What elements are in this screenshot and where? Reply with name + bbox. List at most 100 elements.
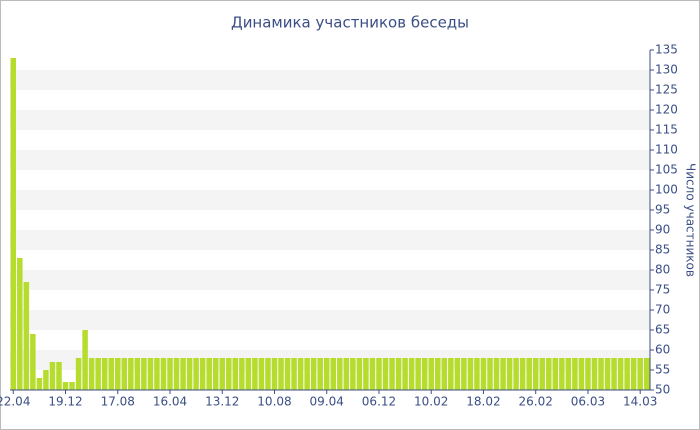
bar bbox=[17, 258, 23, 390]
bar bbox=[232, 358, 239, 390]
x-tick-label: 13.12 bbox=[205, 395, 239, 409]
bar bbox=[382, 358, 389, 390]
bar bbox=[30, 334, 36, 390]
y-tick-label: 110 bbox=[655, 143, 678, 157]
grid-band bbox=[10, 230, 650, 250]
grid-band bbox=[10, 270, 650, 290]
bar bbox=[637, 358, 643, 390]
bar bbox=[108, 358, 114, 390]
y-tick-label: 75 bbox=[655, 283, 670, 297]
y-tick-label: 95 bbox=[655, 203, 670, 217]
bar bbox=[173, 358, 180, 390]
y-tick-label: 135 bbox=[655, 43, 678, 57]
bar bbox=[428, 358, 434, 390]
bar bbox=[226, 358, 232, 390]
bar bbox=[369, 358, 376, 390]
bar bbox=[526, 358, 532, 390]
x-tick-label: 16.04 bbox=[153, 395, 187, 409]
y-tick-label: 55 bbox=[655, 363, 670, 377]
bar bbox=[154, 358, 160, 390]
bar bbox=[56, 362, 62, 390]
bar bbox=[395, 358, 402, 390]
bar bbox=[69, 382, 75, 390]
bar bbox=[317, 358, 323, 390]
bar bbox=[474, 358, 480, 390]
bar bbox=[611, 358, 617, 390]
grid-band bbox=[10, 110, 650, 130]
bar bbox=[617, 358, 624, 390]
x-tick-label: 18.02 bbox=[466, 395, 500, 409]
bar bbox=[363, 358, 369, 390]
x-tick-label: 17.08 bbox=[101, 395, 135, 409]
x-tick-label: 09.04 bbox=[310, 395, 344, 409]
grid-band bbox=[10, 150, 650, 170]
bar bbox=[415, 358, 421, 390]
bar bbox=[480, 358, 487, 390]
bar bbox=[121, 358, 128, 390]
bar bbox=[604, 358, 611, 390]
bar bbox=[212, 358, 219, 390]
bar bbox=[565, 358, 572, 390]
bar bbox=[421, 358, 428, 390]
bar bbox=[258, 358, 265, 390]
bar bbox=[128, 358, 134, 390]
bar bbox=[88, 358, 95, 390]
bar bbox=[82, 330, 88, 390]
chart-title: Динамика участников беседы bbox=[231, 14, 469, 32]
bar bbox=[206, 358, 212, 390]
x-tick-label: 06.03 bbox=[571, 395, 605, 409]
y-tick-label: 100 bbox=[655, 183, 678, 197]
grid-band bbox=[10, 310, 650, 330]
bar bbox=[493, 358, 500, 390]
bar bbox=[193, 358, 199, 390]
bar bbox=[180, 358, 186, 390]
bar bbox=[160, 358, 167, 390]
bar bbox=[75, 358, 82, 390]
bar bbox=[643, 358, 650, 390]
y-tick-label: 105 bbox=[655, 163, 678, 177]
y-tick-label: 125 bbox=[655, 83, 678, 97]
grid-band bbox=[10, 190, 650, 210]
bar bbox=[284, 358, 291, 390]
bar bbox=[278, 358, 284, 390]
bar bbox=[376, 358, 382, 390]
bar bbox=[513, 358, 519, 390]
bar bbox=[245, 358, 252, 390]
bar bbox=[519, 358, 526, 390]
y-tick-label: 130 bbox=[655, 63, 678, 77]
bar bbox=[461, 358, 467, 390]
bar bbox=[265, 358, 271, 390]
bar bbox=[304, 358, 310, 390]
bar bbox=[95, 358, 101, 390]
y-tick-label: 65 bbox=[655, 323, 670, 337]
y-tick-label: 120 bbox=[655, 103, 678, 117]
y-tick-label: 80 bbox=[655, 263, 670, 277]
x-tick-label: 10.08 bbox=[257, 395, 291, 409]
y-tick-label: 50 bbox=[655, 383, 670, 397]
bar bbox=[598, 358, 604, 390]
bar bbox=[546, 358, 552, 390]
bar bbox=[389, 358, 395, 390]
bar bbox=[10, 58, 17, 390]
bar bbox=[559, 358, 565, 390]
bar bbox=[291, 358, 297, 390]
bar bbox=[199, 358, 206, 390]
bar bbox=[552, 358, 559, 390]
y-tick-label: 90 bbox=[655, 223, 670, 237]
y-tick-label: 60 bbox=[655, 343, 670, 357]
bar bbox=[101, 358, 108, 390]
bar bbox=[49, 362, 56, 390]
bar bbox=[624, 358, 630, 390]
bar bbox=[23, 282, 30, 390]
bar bbox=[454, 358, 461, 390]
bar bbox=[585, 358, 591, 390]
grid-band bbox=[10, 70, 650, 90]
bar bbox=[337, 358, 343, 390]
x-tick-label: 26.02 bbox=[519, 395, 553, 409]
bar bbox=[356, 358, 363, 390]
bar bbox=[43, 370, 49, 390]
bar bbox=[500, 358, 506, 390]
bar bbox=[297, 358, 304, 390]
bar bbox=[435, 358, 441, 390]
bar bbox=[147, 358, 154, 390]
